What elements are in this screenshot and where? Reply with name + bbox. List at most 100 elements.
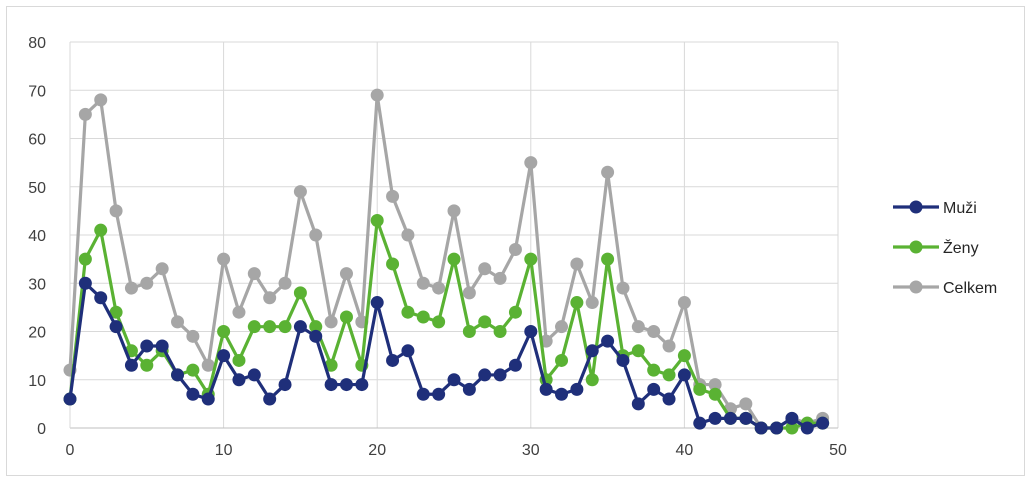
legend-swatch-marker — [909, 240, 923, 254]
series-3 — [63, 88, 830, 435]
data-point — [754, 421, 768, 435]
data-point — [109, 305, 123, 319]
y-tick-label: 60 — [28, 132, 46, 149]
data-point — [201, 392, 215, 406]
data-point — [493, 325, 507, 338]
series-group — [63, 88, 830, 435]
legend-label: Muži — [943, 200, 977, 217]
x-tick-labels: 0 10 20 30 40 50 — [66, 442, 847, 459]
data-point — [493, 368, 507, 382]
data-point — [386, 189, 400, 203]
y-tick-label: 70 — [28, 83, 46, 100]
data-point — [508, 242, 522, 256]
data-point — [647, 325, 661, 338]
data-point — [263, 291, 277, 305]
data-point — [601, 252, 615, 266]
data-point — [370, 88, 384, 102]
x-tick-label: 10 — [215, 442, 233, 459]
data-point — [386, 257, 400, 271]
data-point — [140, 339, 154, 353]
legend-swatch-marker — [909, 200, 923, 214]
x-tick-label: 30 — [522, 442, 540, 459]
data-point — [708, 411, 722, 425]
data-point — [278, 320, 292, 334]
data-point — [631, 320, 645, 334]
data-point — [432, 315, 446, 329]
data-point — [124, 281, 138, 295]
data-point — [693, 416, 707, 430]
data-point — [524, 252, 538, 266]
data-point — [232, 353, 246, 367]
data-point — [109, 320, 123, 334]
data-point — [309, 228, 323, 242]
data-point — [78, 276, 92, 290]
data-point — [324, 378, 338, 392]
data-point — [478, 368, 492, 382]
data-point — [432, 281, 446, 295]
data-point — [186, 329, 200, 343]
legend-label: Celkem — [943, 280, 997, 297]
data-point — [555, 387, 569, 401]
data-point — [217, 252, 231, 266]
data-point — [278, 276, 292, 290]
data-point — [601, 165, 615, 179]
data-point — [63, 392, 77, 406]
data-point — [140, 276, 154, 290]
data-point — [401, 344, 415, 358]
data-point — [785, 411, 799, 425]
data-point — [324, 315, 338, 329]
x-tick-label: 0 — [66, 442, 75, 459]
data-point — [693, 382, 707, 396]
data-point — [478, 315, 492, 329]
data-point — [508, 305, 522, 319]
x-tick-label: 40 — [676, 442, 694, 459]
legend-label: Ženy — [943, 238, 979, 257]
data-point — [78, 252, 92, 266]
data-point — [186, 363, 200, 377]
data-point — [416, 387, 430, 401]
legend-item-1: Muži — [893, 200, 977, 217]
data-point — [416, 276, 430, 290]
data-point — [293, 185, 307, 199]
data-point — [493, 271, 507, 285]
data-point — [247, 267, 261, 281]
legend: Muži Ženy Celkem — [893, 200, 997, 297]
data-point — [370, 296, 384, 310]
data-point — [171, 368, 185, 382]
data-point — [247, 320, 261, 334]
data-point — [140, 358, 154, 372]
data-point — [124, 358, 138, 372]
data-point — [263, 392, 277, 406]
data-point — [708, 378, 722, 392]
data-point — [723, 411, 737, 425]
data-point — [416, 310, 430, 324]
data-point — [570, 296, 584, 310]
data-point — [432, 387, 446, 401]
data-point — [401, 228, 415, 242]
y-tick-label: 40 — [28, 228, 46, 245]
legend-item-3: Celkem — [893, 280, 997, 297]
y-tick-label: 80 — [28, 35, 46, 52]
data-point — [601, 334, 615, 348]
data-point — [647, 363, 661, 377]
data-point — [708, 387, 722, 401]
data-point — [739, 397, 753, 411]
data-point — [324, 358, 338, 372]
data-point — [263, 320, 277, 334]
y-tick-label: 10 — [28, 373, 46, 390]
data-point — [339, 267, 353, 281]
data-point — [386, 353, 400, 367]
data-point — [539, 382, 553, 396]
data-point — [677, 296, 691, 310]
data-point — [631, 344, 645, 358]
data-point — [155, 262, 169, 276]
data-point — [478, 262, 492, 276]
data-point — [401, 305, 415, 319]
data-point — [677, 349, 691, 363]
data-point — [570, 382, 584, 396]
data-point — [94, 291, 108, 305]
data-point — [662, 368, 676, 382]
data-point — [616, 281, 630, 295]
data-point — [309, 320, 323, 334]
